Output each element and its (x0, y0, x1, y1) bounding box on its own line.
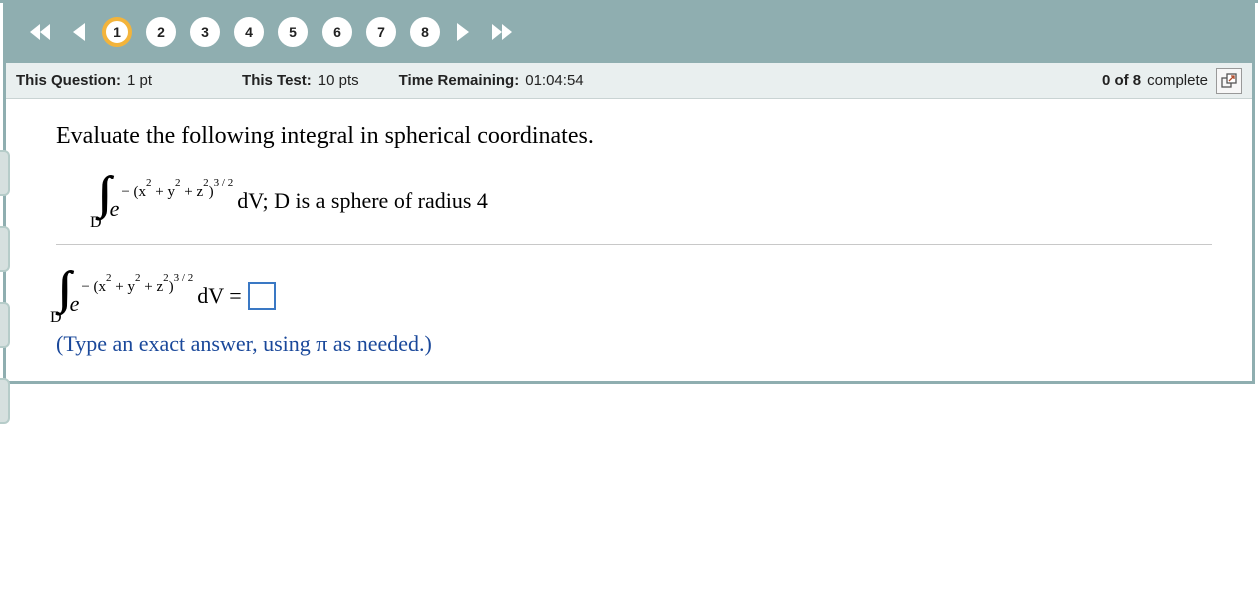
integral-tail-1: dV; D is a sphere of radius 4 (237, 188, 488, 214)
question-nav-2[interactable]: 2 (146, 17, 176, 47)
question-prompt: Evaluate the following integral in spher… (56, 123, 1212, 150)
this-test-value: 10 pts (318, 72, 359, 89)
left-tab[interactable] (0, 302, 10, 348)
info-bar: This Question: 1 pt This Test: 10 pts Ti… (6, 63, 1252, 99)
chevron-right-icon (454, 21, 472, 43)
left-tab[interactable] (0, 150, 10, 196)
nav-prev-button[interactable] (70, 21, 88, 43)
question-content: Evaluate the following integral in spher… (6, 99, 1252, 381)
nav-next-button[interactable] (454, 21, 472, 43)
time-remaining-value: 01:04:54 (525, 72, 583, 89)
chevron-double-right-icon (486, 21, 514, 43)
integral-expression-1: ∫∫∫ D e − (x2 + y2 + z2)3 / 2 dV; D is a… (96, 170, 1212, 232)
chevron-left-icon (70, 21, 88, 43)
left-tab[interactable] (0, 378, 10, 424)
nav-last-button[interactable] (486, 21, 514, 43)
popout-button[interactable] (1216, 68, 1242, 94)
exponent-1: − (x2 + y2 + z2)3 / 2 (121, 181, 233, 201)
question-nav-4[interactable]: 4 (234, 17, 264, 47)
this-question-value: 1 pt (127, 72, 152, 89)
left-edge-tabs (0, 150, 10, 424)
euler-e-1: e (110, 196, 120, 222)
divider (56, 244, 1212, 245)
progress-complete-label: complete (1147, 72, 1208, 89)
left-tab[interactable] (0, 226, 10, 272)
time-remaining-label: Time Remaining: (399, 72, 520, 89)
chevron-double-left-icon (28, 21, 56, 43)
integral-tail-2: dV = (197, 283, 241, 309)
this-question-label: This Question: (16, 72, 121, 89)
nav-first-button[interactable] (28, 21, 56, 43)
exponent-2: − (x2 + y2 + z2)3 / 2 (81, 276, 193, 296)
triple-integral-1: ∫∫∫ D (96, 170, 102, 232)
question-nav-3[interactable]: 3 (190, 17, 220, 47)
answer-input[interactable] (248, 282, 276, 310)
euler-e-2: e (70, 291, 80, 317)
question-number-list: 12345678 (102, 17, 440, 47)
popout-icon (1221, 73, 1237, 89)
question-nav-bar: 12345678 (6, 0, 1252, 63)
progress-count: 0 of 8 (1102, 72, 1141, 89)
question-nav-5[interactable]: 5 (278, 17, 308, 47)
answer-instruction: (Type an exact answer, using π as needed… (56, 331, 1212, 357)
triple-integral-2: ∫∫∫ D (56, 265, 62, 327)
test-window: 12345678 This Question: 1 pt This Test: … (3, 0, 1255, 384)
this-test-label: This Test: (242, 72, 312, 89)
question-nav-6[interactable]: 6 (322, 17, 352, 47)
integral-expression-2: ∫∫∫ D e − (x2 + y2 + z2)3 / 2 dV = (56, 265, 1212, 327)
question-nav-1[interactable]: 1 (102, 17, 132, 47)
question-nav-7[interactable]: 7 (366, 17, 396, 47)
question-nav-8[interactable]: 8 (410, 17, 440, 47)
